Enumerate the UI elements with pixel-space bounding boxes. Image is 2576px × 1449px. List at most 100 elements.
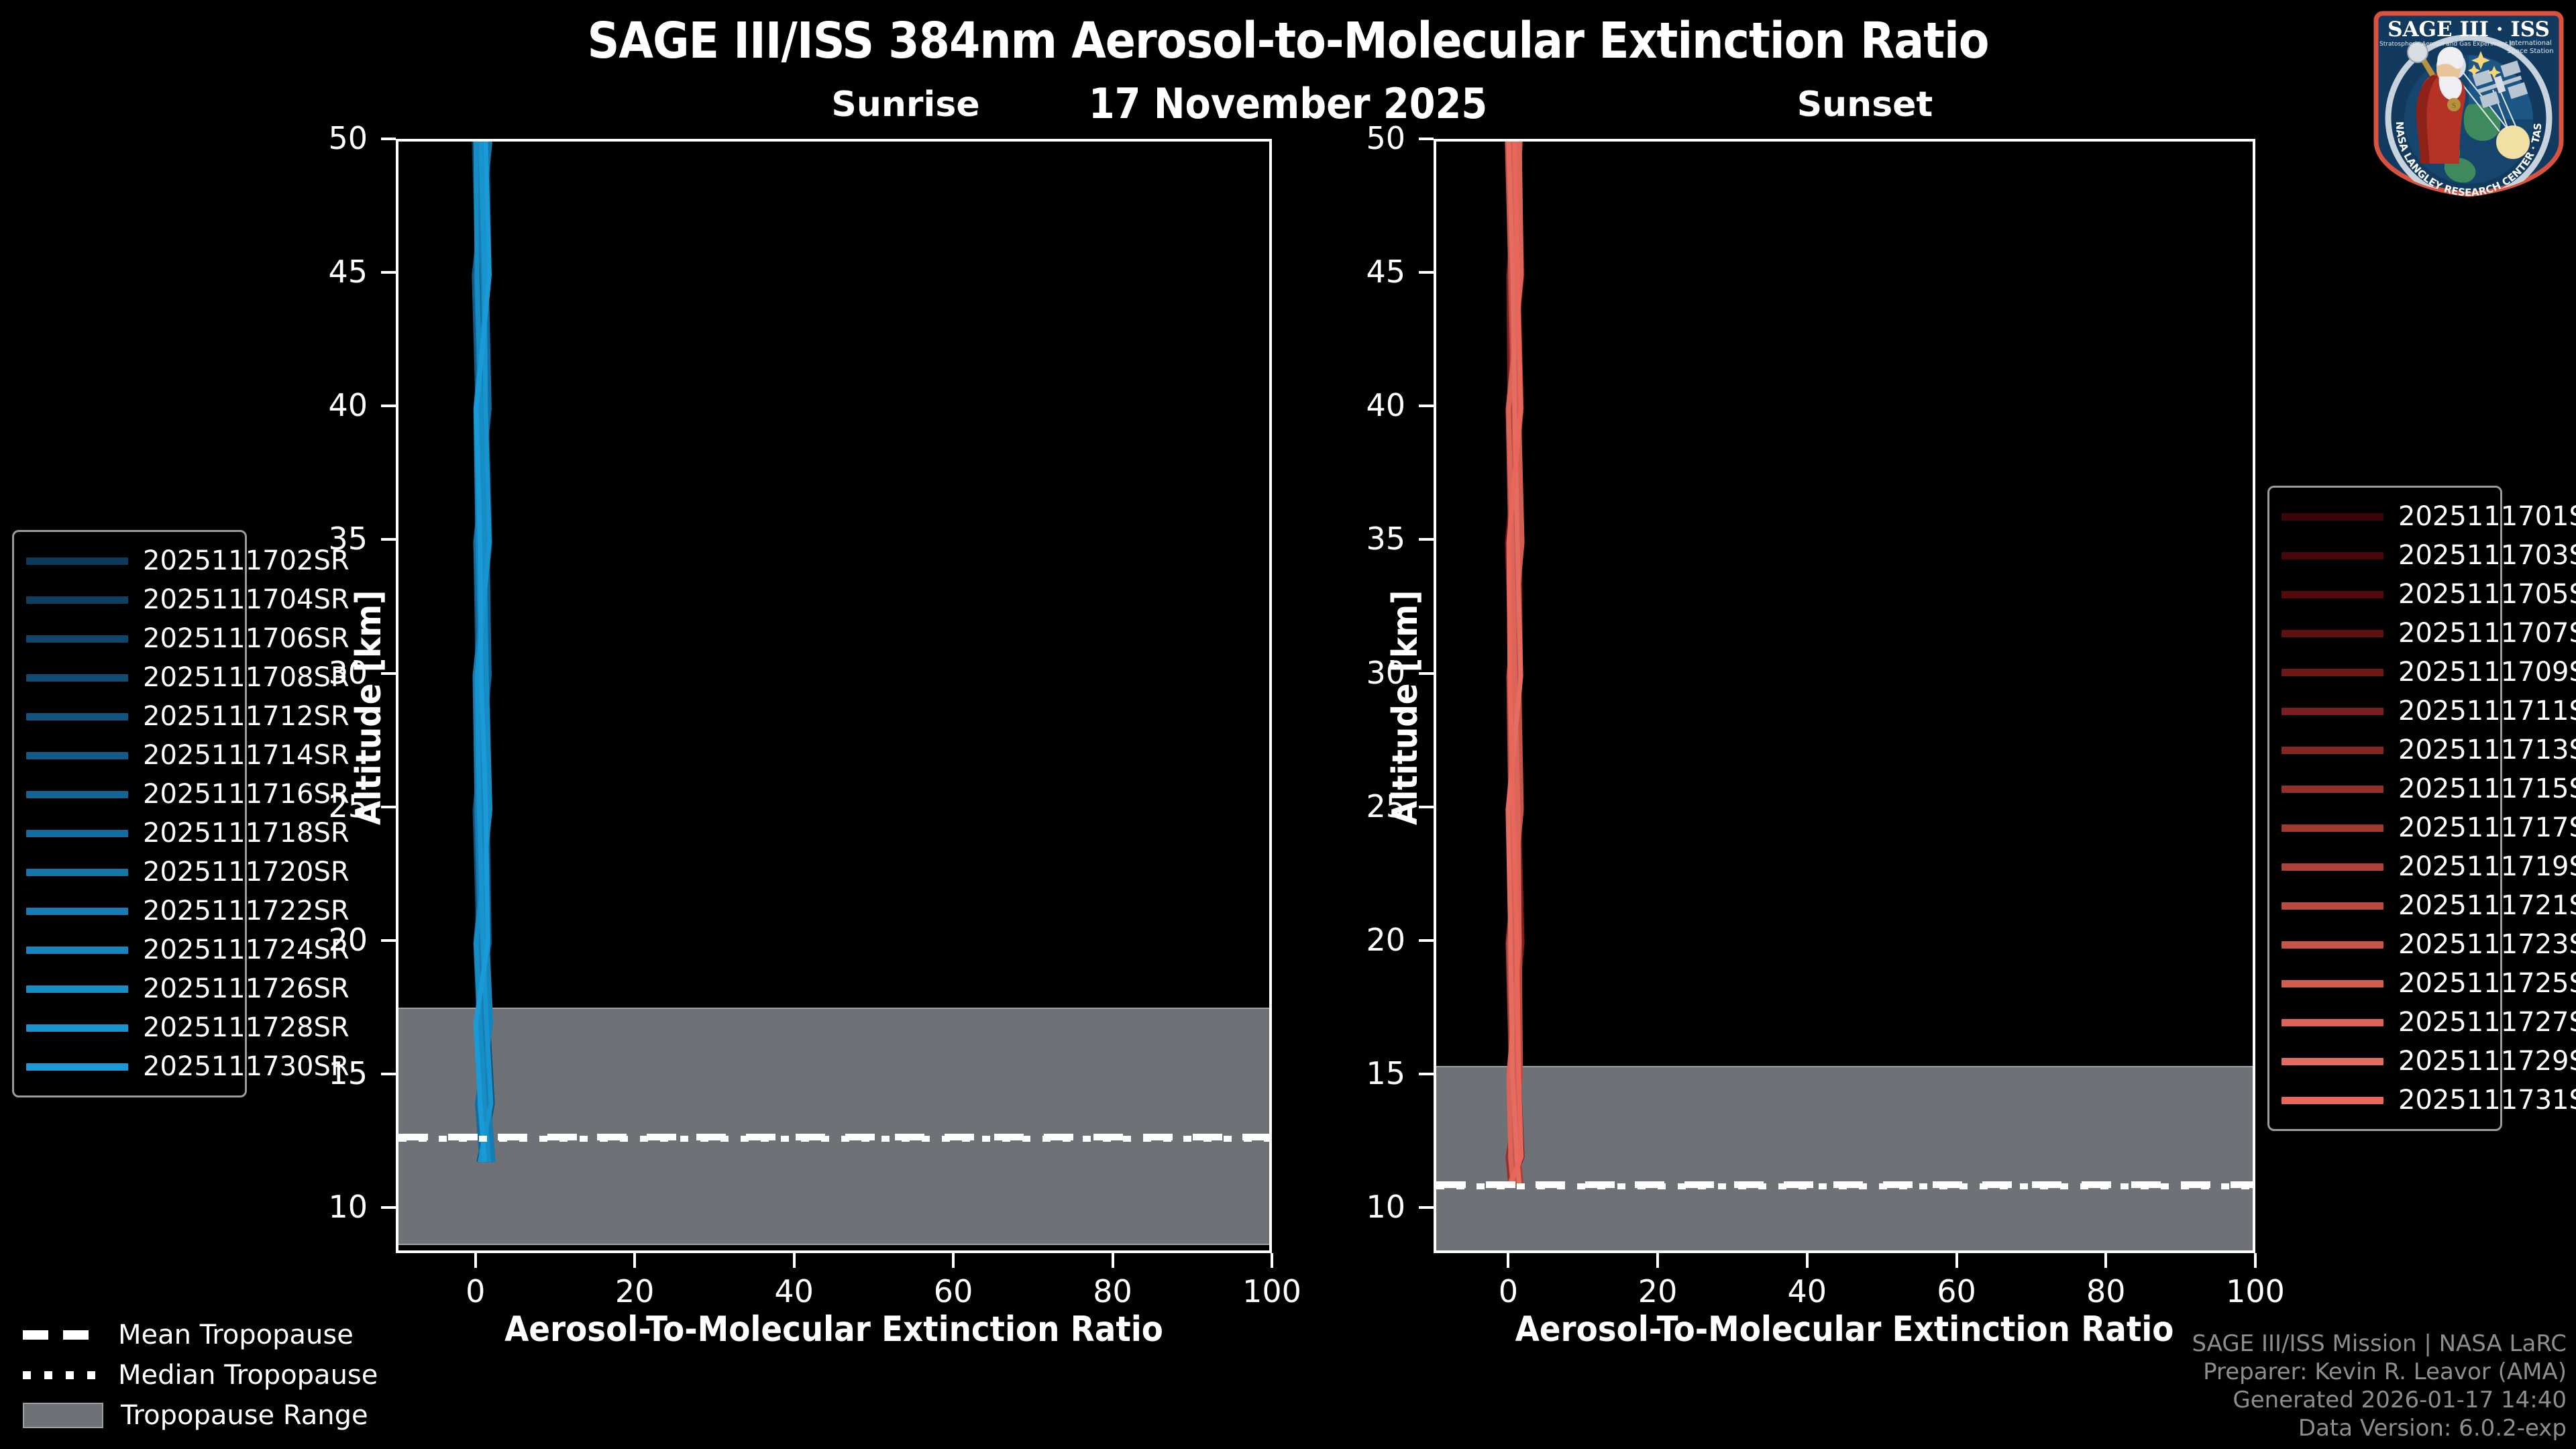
sunset-y-tick-label: 15 xyxy=(1366,1055,1405,1092)
sunrise-y-tick xyxy=(381,672,396,675)
sunset-y-tick xyxy=(1419,538,1434,541)
sunset-event-legend-item[interactable]: 2025111717SS xyxy=(2282,808,2576,847)
sunset-event-legend-item[interactable]: 2025111715SS xyxy=(2282,769,2576,808)
legend-item-label: 2025111708SR xyxy=(143,662,350,693)
sunrise-x-tick-label: 60 xyxy=(933,1273,973,1309)
legend-color-swatch xyxy=(2282,863,2383,871)
sunset-event-legend-item[interactable]: 2025111713SS xyxy=(2282,731,2576,769)
sunrise-event-legend-item[interactable]: 2025111722SR xyxy=(26,892,350,930)
sunrise-plot-panel xyxy=(396,139,1272,1253)
sunrise-x-tick-label: 40 xyxy=(774,1273,814,1309)
legend-color-swatch xyxy=(26,829,128,837)
sunrise-event-legend-item[interactable]: 2025111730SR xyxy=(26,1047,350,1086)
sunset-y-tick-label: 30 xyxy=(1366,654,1405,691)
sunrise-event-legend-item[interactable]: 2025111702SR xyxy=(26,541,350,580)
sunset-x-tick xyxy=(2104,1253,2108,1268)
sunset-event-legend-item[interactable]: 2025111729SS xyxy=(2282,1042,2576,1081)
legend-color-swatch xyxy=(26,1063,128,1071)
legend-item-label: 2025111727SS xyxy=(2398,1007,2576,1038)
sunset-x-tick-label: 20 xyxy=(1638,1273,1678,1309)
sunset-x-tick xyxy=(1805,1253,1809,1268)
sunrise-event-legend-item[interactable]: 2025111718SR xyxy=(26,814,350,853)
sunset-y-tick xyxy=(1419,1206,1434,1210)
legend-item-label: 2025111714SR xyxy=(143,740,350,771)
sunrise-event-legend-item[interactable]: 2025111716SR xyxy=(26,775,350,814)
sunset-data-lines xyxy=(1505,142,1525,1187)
sunrise-event-legend-item[interactable]: 2025111728SR xyxy=(26,1008,350,1047)
sunset-event-legend-item[interactable]: 2025111719SS xyxy=(2282,847,2576,886)
date-subtitle: 17 November 2025 xyxy=(1088,79,1488,128)
legend-item-label: 2025111704SR xyxy=(143,584,350,615)
legend-color-swatch xyxy=(2282,979,2383,987)
sunset-y-tick xyxy=(1419,805,1434,808)
sunset-event-legend-item[interactable]: 2025111725SS xyxy=(2282,964,2576,1003)
legend-color-swatch xyxy=(26,674,128,682)
legend-item-label: 2025111728SR xyxy=(143,1012,350,1043)
sunrise-event-legend-item[interactable]: 2025111708SR xyxy=(26,658,350,697)
sunset-x-tick-label: 0 xyxy=(1498,1273,1518,1309)
sunrise-event-legend-item[interactable]: 2025111720SR xyxy=(26,853,350,892)
sunrise-event-legend-item[interactable]: 2025111706SR xyxy=(26,619,350,658)
sunrise-x-tick xyxy=(633,1253,637,1268)
sunset-event-legend-item[interactable]: 2025111701SS xyxy=(2282,497,2576,536)
sunrise-plot-area xyxy=(398,142,1269,1250)
sunrise-y-tick-label: 50 xyxy=(328,120,368,156)
sunrise-event-legend-item[interactable]: 2025111704SR xyxy=(26,580,350,619)
legend-item-label: 2025111717SS xyxy=(2398,812,2576,843)
logo-subtitle-right-2: Space Station xyxy=(2507,48,2553,55)
series-line xyxy=(473,142,493,1163)
sunrise-y-axis-title: Altitude [km] xyxy=(349,590,389,825)
legend-color-swatch xyxy=(2282,1096,2383,1104)
sunrise-event-legend-item[interactable]: 2025111724SR xyxy=(26,930,350,969)
sunrise-y-tick-label: 15 xyxy=(328,1055,368,1092)
legend-color-swatch xyxy=(26,712,128,720)
sunset-x-tick xyxy=(1507,1253,1510,1268)
legend-color-swatch xyxy=(26,946,128,954)
sunrise-y-tick xyxy=(381,405,396,408)
sunset-event-legend-item[interactable]: 2025111723SS xyxy=(2282,925,2576,964)
legend-color-swatch xyxy=(2282,941,2383,949)
sunset-event-legend-item[interactable]: 2025111721SS xyxy=(2282,886,2576,925)
sunset-y-tick-label: 45 xyxy=(1366,254,1405,290)
sunrise-y-tick-label: 45 xyxy=(328,254,368,290)
sunrise-x-tick xyxy=(952,1253,955,1268)
logo-subtitle-right-1: International xyxy=(2509,40,2552,47)
sunrise-y-tick xyxy=(381,938,396,942)
sunset-y-tick xyxy=(1419,271,1434,274)
sage-iii-iss-mission-patch-icon: S SAGE III · ISS Stratospheric Aerosol a… xyxy=(2368,4,2564,199)
sunset-event-legend-item[interactable]: 2025111707SS xyxy=(2282,614,2576,653)
legend-color-swatch xyxy=(2282,513,2383,521)
legend-color-swatch xyxy=(2282,629,2383,637)
sunrise-event-legend-item[interactable]: 2025111726SR xyxy=(26,969,350,1008)
sunset-event-legend-item[interactable]: 2025111705SS xyxy=(2282,575,2576,614)
sunset-y-tick xyxy=(1419,1073,1434,1076)
legend-item-label: 2025111722SR xyxy=(143,896,350,926)
sunrise-y-tick-label: 35 xyxy=(328,521,368,557)
sunset-event-legend-item[interactable]: 2025111711SS xyxy=(2282,692,2576,731)
legend-color-swatch xyxy=(26,557,128,565)
legend-color-swatch xyxy=(26,596,128,604)
sunset-x-tick-label: 80 xyxy=(2086,1273,2126,1309)
legend-item-label: 2025111718SR xyxy=(143,818,350,849)
sunrise-x-axis-title: Aerosol-To-Molecular Extinction Ratio xyxy=(504,1309,1163,1350)
sunset-y-tick xyxy=(1419,938,1434,942)
footer-credits: SAGE III/ISS Mission | NASA LaRC Prepare… xyxy=(2192,1330,2567,1442)
sunset-x-tick xyxy=(2254,1253,2257,1268)
sunset-x-tick-label: 60 xyxy=(1937,1273,1976,1309)
tropopause-legend-key-dot xyxy=(23,1371,101,1379)
sunset-event-legend-item[interactable]: 2025111727SS xyxy=(2282,1003,2576,1042)
sunset-plot-area xyxy=(1436,142,2253,1250)
sunrise-event-legend-item[interactable]: 2025111712SR xyxy=(26,697,350,736)
footer-line-version: Data Version: 6.0.2-exp xyxy=(2298,1415,2567,1442)
legend-item-label: 2025111719SS xyxy=(2398,851,2576,882)
sunrise-event-legend[interactable]: 2025111702SR 2025111704SR 2025111706SR 2025… xyxy=(12,530,350,1097)
sunrise-x-tick xyxy=(1111,1253,1114,1268)
sunrise-x-tick-label: 80 xyxy=(1093,1273,1132,1309)
legend-color-swatch xyxy=(2282,1018,2383,1026)
sunrise-event-legend-item[interactable]: 2025111714SR xyxy=(26,736,350,775)
legend-item-label: 2025111715SS xyxy=(2398,773,2576,804)
sunset-event-legend-item[interactable]: 2025111731SS xyxy=(2282,1081,2576,1120)
sunset-event-legend[interactable]: 2025111701SS 2025111703SS 2025111705SS 2025… xyxy=(2267,486,2576,1131)
sunset-event-legend-item[interactable]: 2025111703SS xyxy=(2282,536,2576,575)
sunset-event-legend-item[interactable]: 2025111709SS xyxy=(2282,653,2576,692)
